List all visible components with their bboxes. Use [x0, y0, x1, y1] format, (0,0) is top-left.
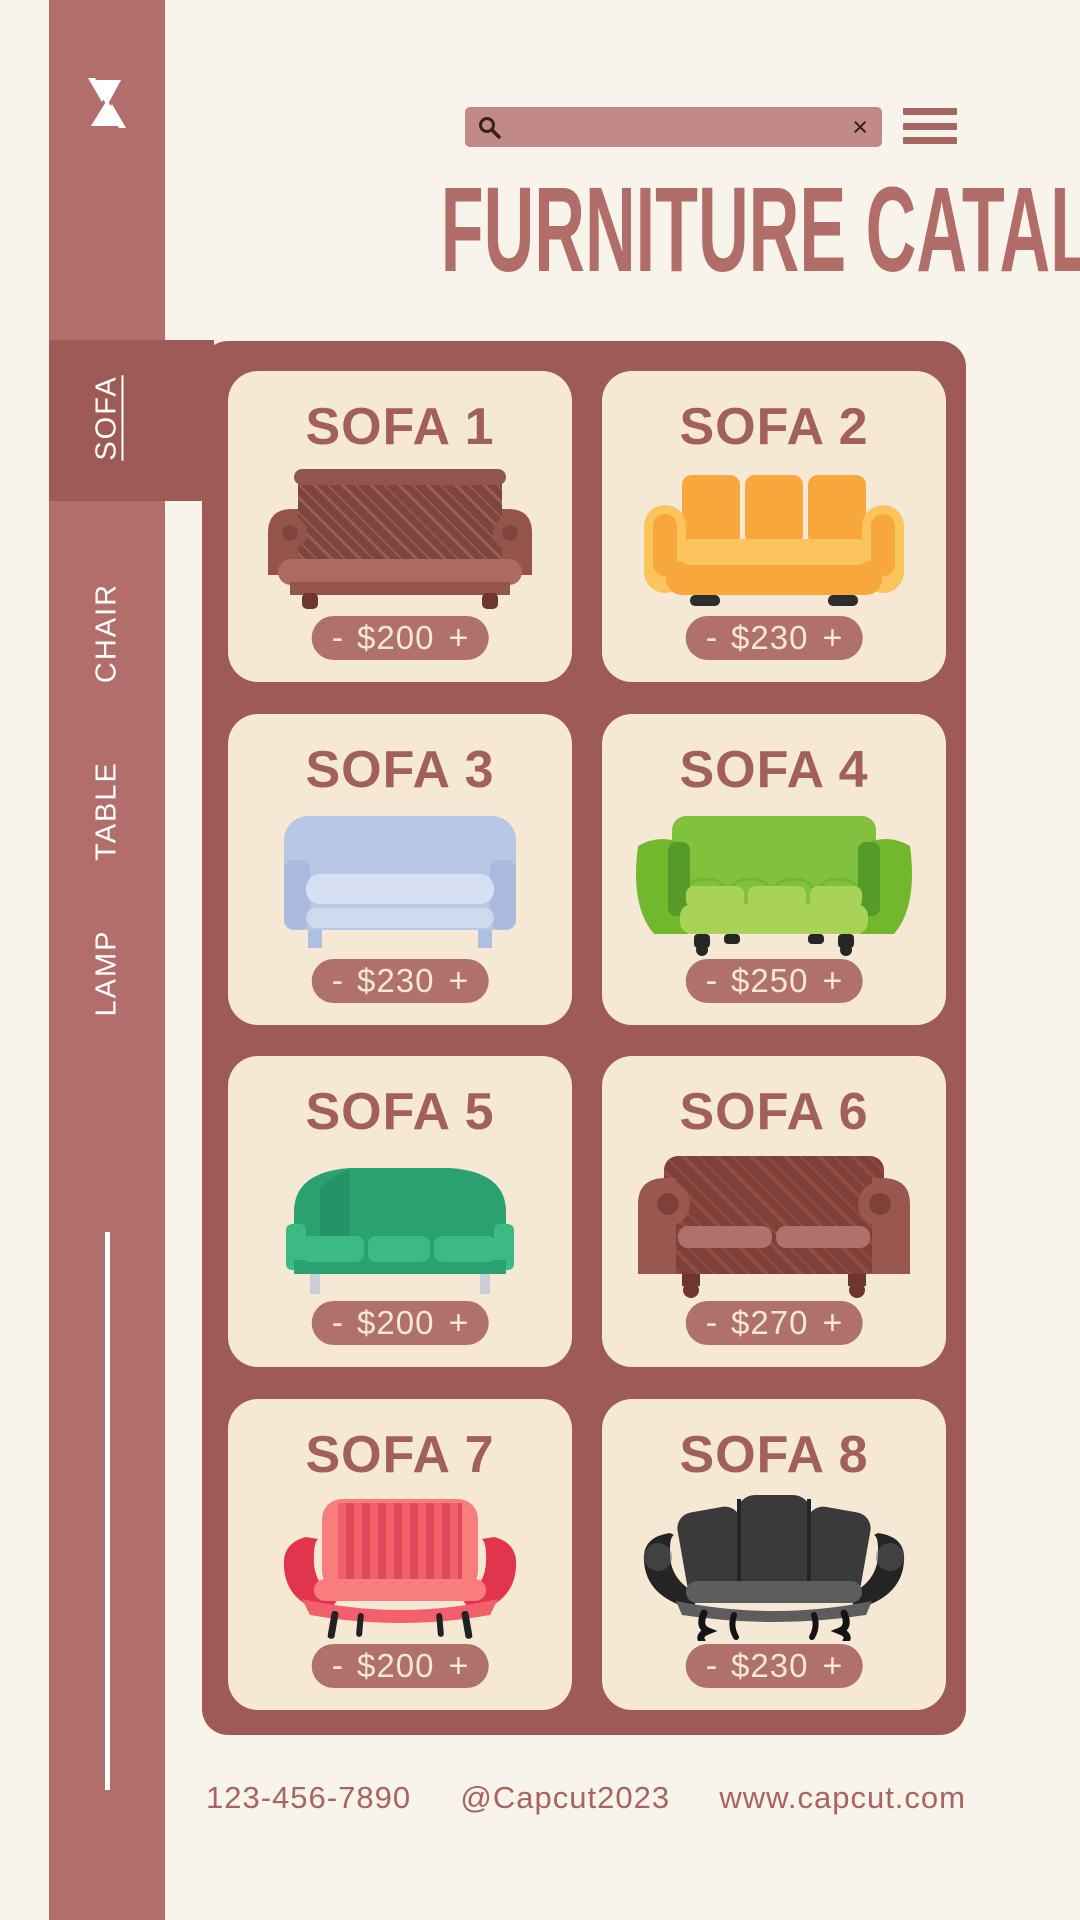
increase-button[interactable]: +: [448, 962, 469, 1000]
sofa-illustration: [624, 463, 924, 619]
active-tab-highlight: [49, 340, 214, 501]
product-title: SOFA 2: [679, 398, 869, 456]
increase-button[interactable]: +: [822, 962, 843, 1000]
search-icon: [479, 117, 501, 139]
sofa-illustration: [250, 806, 550, 962]
price-stepper: - $230 +: [685, 1644, 863, 1688]
increase-button[interactable]: +: [448, 1647, 469, 1685]
product-card-sofa-5[interactable]: SOFA 5 - $200 +: [228, 1056, 572, 1367]
sidebar-divider-line: [105, 1232, 110, 1790]
price-stepper: - $250 +: [685, 959, 863, 1003]
sofa-illustration: [624, 806, 924, 962]
decrease-button[interactable]: -: [331, 1647, 344, 1685]
product-card-sofa-6[interactable]: SOFA 6 - $270 +: [602, 1056, 946, 1367]
increase-button[interactable]: +: [448, 619, 469, 657]
sidebar-tab-chair[interactable]: CHAIR: [90, 577, 125, 689]
page-title: FURNITURE CATALOG: [440, 161, 1080, 297]
price-value: $230: [357, 962, 435, 999]
sidebar-tab-sofa[interactable]: SOFA: [90, 369, 125, 466]
increase-button[interactable]: +: [448, 1304, 469, 1342]
increase-button[interactable]: +: [822, 1647, 843, 1685]
product-title: SOFA 3: [305, 741, 495, 799]
sofa-illustration: [250, 463, 550, 619]
price-value: $250: [731, 962, 809, 999]
footer: 123-456-7890 @Capcut2023 www.capcut.com: [206, 1780, 966, 1816]
sofa-illustration: [250, 1491, 550, 1647]
decrease-button[interactable]: -: [331, 962, 344, 1000]
price-stepper: - $270 +: [685, 1301, 863, 1345]
increase-button[interactable]: +: [822, 1304, 843, 1342]
search-input[interactable]: [509, 106, 851, 148]
price-stepper: - $200 +: [311, 616, 489, 660]
price-stepper: - $230 +: [685, 616, 863, 660]
sidebar-tab-lamp[interactable]: LAMP: [90, 924, 125, 1023]
close-icon[interactable]: ×: [852, 111, 868, 142]
sofa-illustration: [250, 1148, 550, 1304]
sofa-illustration: [624, 1148, 924, 1304]
product-title: SOFA 1: [305, 398, 495, 456]
product-card-sofa-8[interactable]: SOFA 8 - $230 +: [602, 1399, 946, 1710]
website-url: www.capcut.com: [719, 1780, 966, 1815]
decrease-button[interactable]: -: [705, 1647, 718, 1685]
product-title: SOFA 6: [679, 1083, 869, 1141]
price-stepper: - $200 +: [311, 1301, 489, 1345]
product-card-sofa-2[interactable]: SOFA 2 - $230 +: [602, 371, 946, 682]
product-card-sofa-7[interactable]: SOFA 7 - $200 +: [228, 1399, 572, 1710]
product-title: SOFA 8: [679, 1426, 869, 1484]
increase-button[interactable]: +: [822, 619, 843, 657]
sidebar-tab-table[interactable]: TABLE: [90, 755, 125, 867]
decrease-button[interactable]: -: [705, 962, 718, 1000]
sofa-illustration: [624, 1491, 924, 1647]
price-value: $200: [357, 1647, 435, 1684]
product-card-sofa-4[interactable]: SOFA 4 - $250 +: [602, 714, 946, 1025]
hamburger-icon[interactable]: [903, 106, 957, 146]
decrease-button[interactable]: -: [331, 619, 344, 657]
price-value: $230: [731, 1647, 809, 1684]
decrease-button[interactable]: -: [705, 619, 718, 657]
phone-number: 123-456-7890: [206, 1780, 412, 1815]
product-title: SOFA 4: [679, 741, 869, 799]
social-handle: @Capcut2023: [460, 1780, 671, 1815]
price-value: $270: [731, 1304, 809, 1341]
capcut-icon: [86, 77, 128, 129]
product-card-sofa-3[interactable]: SOFA 3 - $230 +: [228, 714, 572, 1025]
price-value: $230: [731, 619, 809, 656]
product-title: SOFA 7: [305, 1426, 495, 1484]
decrease-button[interactable]: -: [331, 1304, 344, 1342]
price-stepper: - $230 +: [311, 959, 489, 1003]
decrease-button[interactable]: -: [705, 1304, 718, 1342]
search-bar: ×: [465, 106, 882, 148]
price-stepper: - $200 +: [311, 1644, 489, 1688]
product-title: SOFA 5: [305, 1083, 495, 1141]
price-value: $200: [357, 1304, 435, 1341]
price-value: $200: [357, 619, 435, 656]
product-card-sofa-1[interactable]: SOFA 1 - $200: [228, 371, 572, 682]
